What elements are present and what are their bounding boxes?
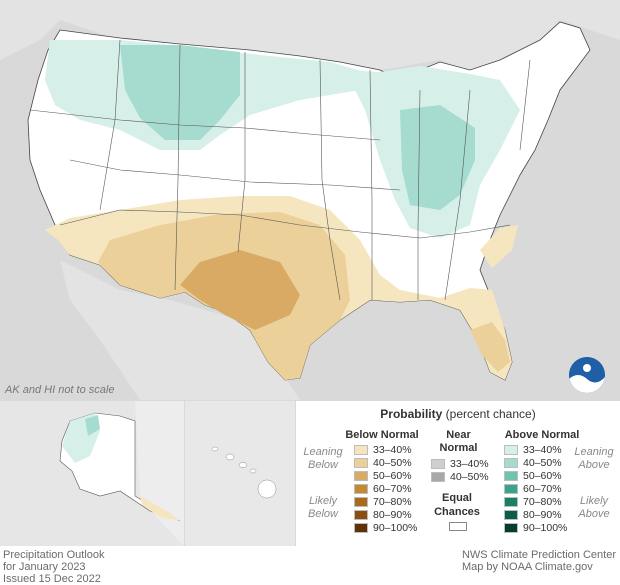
noaa-logo [569,357,605,393]
above-swatch [504,445,518,455]
wave-shape [569,375,605,393]
below-33-40-alaska-panhandle [140,496,180,521]
below-label: 40–50% [373,457,412,469]
above-label: 50–60% [523,470,562,482]
below-swatch [354,523,368,533]
outlook-caption: Precipitation Outlook for January 2023 I… [3,549,105,585]
above-swatch [504,458,518,468]
below-swatch [354,484,368,494]
likely-below-label: Likely Below [308,495,338,520]
above-label: 70–80% [523,496,562,508]
above-swatch [504,523,518,533]
state-borders [29,39,531,301]
equal-chances-label: Equal Chances [434,492,480,518]
alaska-inset [0,401,184,546]
below-swatch [354,445,368,455]
bird-shape [583,364,591,372]
likely-above-label: Likely Above [578,495,610,520]
below-label: 80–90% [373,509,412,521]
above-swatch [504,510,518,520]
hawaii-islands [211,446,277,499]
below-label: 70–80% [373,496,412,508]
below-normal-header: Below Normal [345,429,419,441]
below-label: 33–40% [373,444,412,456]
legend-title: Probability (percent chance) [380,407,536,421]
near-label: 33–40% [450,458,489,470]
above-label: 60–70% [523,483,562,495]
above-swatch [504,484,518,494]
hawaii-inset [185,401,295,546]
credit-caption: NWS Climate Prediction Center Map by NOA… [462,549,616,573]
below-33-40-carolinas [480,225,518,268]
above-label: 80–90% [523,509,562,521]
conus-map [0,0,620,400]
below-label: 90–100% [373,522,418,534]
below-swatch [354,510,368,520]
above-40-50-northern-rockies [120,45,240,140]
mexico-land [60,260,300,400]
above-swatch [504,497,518,507]
near-swatch [431,472,445,482]
outlook-period: for January 2023 [3,561,86,573]
leaning-above-label: Leaning Above [574,446,614,471]
above-label: 33–40% [523,444,562,456]
below-label: 60–70% [373,483,412,495]
above-normal-header: Above Normal [504,429,580,441]
equal-chances-swatch [449,522,467,531]
below-swatch [354,497,368,507]
below-swatch [354,471,368,481]
leaning-below-label: Leaning Below [303,446,343,471]
canada-land [0,0,620,75]
legend-panel: Probability (percent chance) Below Norma… [296,401,620,546]
above-label: 90–100% [523,522,568,534]
above-40-50-alaska-nw [85,415,100,436]
footer: Precipitation Outlook for January 2023 I… [0,546,620,585]
credit-cpc: NWS Climate Prediction Center [461,549,616,561]
near-label: 40–50% [450,471,489,483]
below-40-50-florida [470,322,510,372]
canada-yukon [120,401,184,546]
below-label: 50–60% [373,470,412,482]
outlook-title: Precipitation Outlook [3,549,105,561]
above-swatch [504,471,518,481]
issue-date: Issued 15 Dec 2022 [3,573,101,585]
near-swatch [431,459,445,469]
below-50-60-texas [180,250,300,330]
near-normal-header: Near Normal [439,429,478,454]
below-swatch [354,458,368,468]
above-label: 40–50% [523,457,562,469]
scale-note: AK and HI not to scale [5,384,115,396]
credit-map: Map by NOAA Climate.gov [461,561,593,573]
